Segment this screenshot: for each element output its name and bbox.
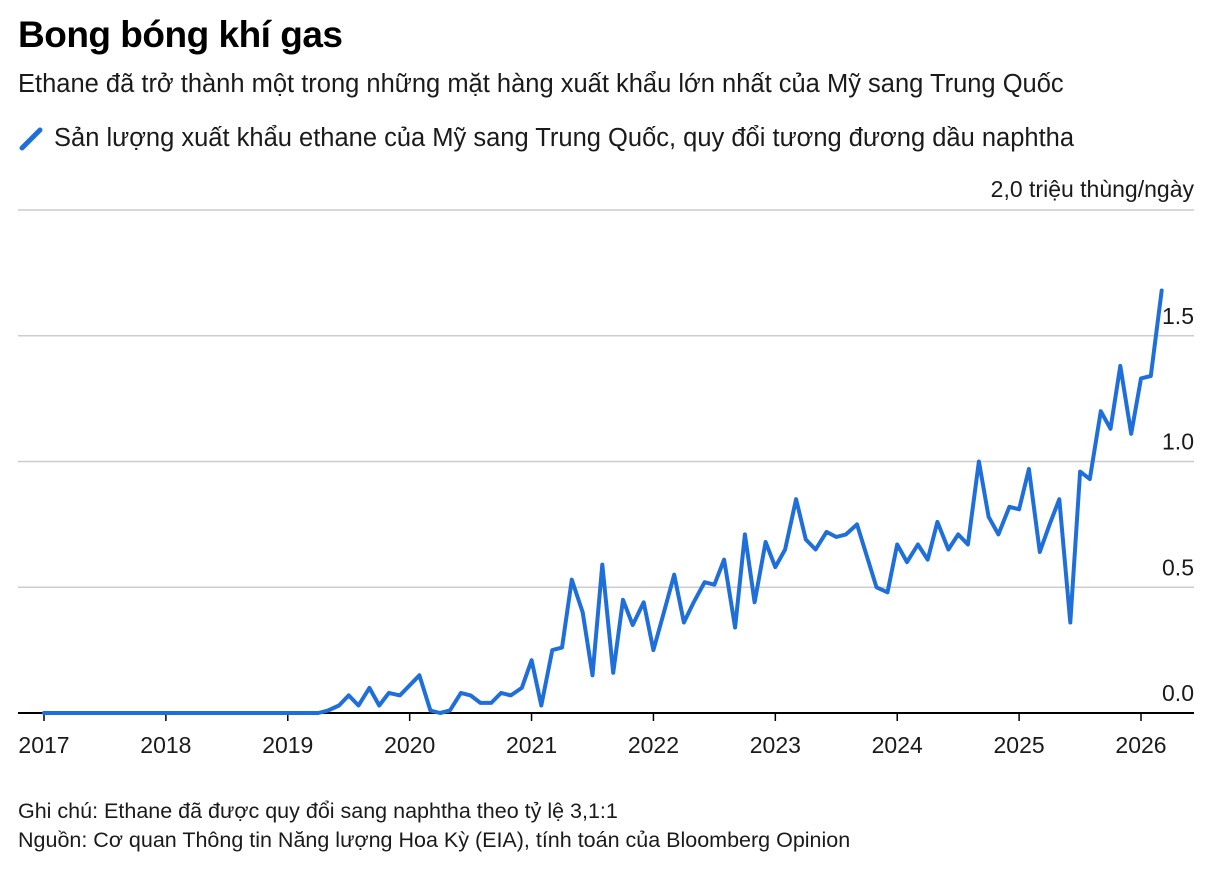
series-layer: [42, 288, 1164, 715]
x-tick-label: 2024: [872, 732, 923, 758]
chart-title: Bong bóng khí gas: [18, 14, 343, 55]
y-tick-label: 1.5: [1162, 303, 1194, 329]
x-tick-label: 2017: [18, 732, 69, 758]
y-tick-label: 1.0: [1162, 429, 1194, 455]
gridlines: [18, 209, 1194, 588]
y-tick-label: 0.0: [1162, 680, 1194, 706]
legend: Sản lượng xuất khẩu ethane của Mỹ sang T…: [18, 124, 1074, 153]
x-tick-label: 2019: [262, 732, 313, 758]
series-line: [42, 288, 1164, 715]
x-axis: 2017 2018 2019 2020 2021 2022 2023 2024 2025 2026: [18, 712, 1194, 758]
x-tick-label: 2021: [506, 732, 557, 758]
x-tick-label: 2026: [1115, 732, 1166, 758]
y-axis-labels: 0.0 0.5 1.0 1.5: [1162, 303, 1194, 706]
x-tick-label: 2022: [628, 732, 679, 758]
chart-subtitle: Ethane đã trở thành một trong những mặt …: [18, 70, 1064, 98]
x-tick-label: 2023: [750, 732, 801, 758]
line-chart: 2017 2018 2019 2020 2021 2022 2023 2024 2025 2026…: [18, 176, 1195, 758]
legend-label: Sản lượng xuất khẩu ethane của Mỹ sang T…: [54, 124, 1075, 152]
x-tick-label: 2020: [384, 732, 435, 758]
x-tick-label: 2018: [140, 732, 191, 758]
x-tick-label: 2025: [994, 732, 1045, 758]
y-tick-label: 0.5: [1162, 554, 1194, 580]
y-axis-unit-label: 2,0 triệu thùng/ngày: [991, 176, 1195, 202]
footnote: Ghi chú: Ethane đã được quy đổi sang nap…: [18, 799, 618, 823]
source-note: Nguồn: Cơ quan Thông tin Năng lượng Hoa …: [18, 828, 851, 852]
legend-line-icon: [19, 127, 43, 150]
